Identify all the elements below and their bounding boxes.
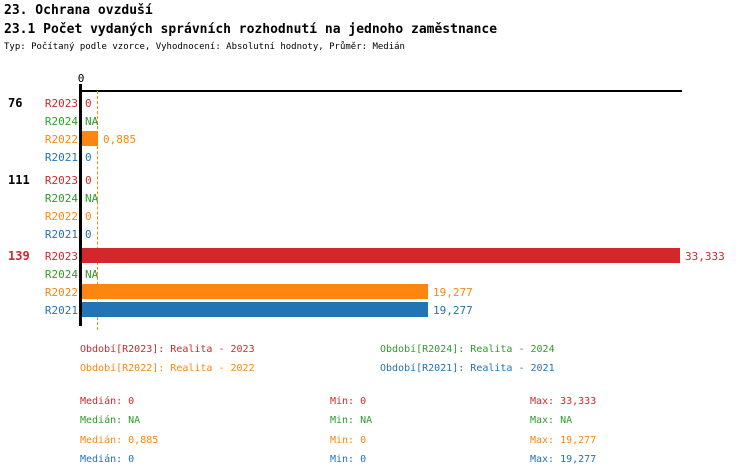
value-label: NA — [85, 192, 99, 205]
series-label: R2024 — [44, 115, 78, 128]
median-line — [97, 91, 98, 330]
x-axis-tick-label: 0 — [77, 72, 85, 85]
value-label: 0 — [85, 228, 92, 241]
stat-median: Medián: 0,885 — [80, 435, 159, 446]
stat-median: Medián: 0 — [80, 454, 135, 465]
legend-item: Období[R2024]: Realita - 2024 — [380, 344, 555, 355]
stat-max: Max: 33,333 — [530, 396, 597, 407]
stat-max: Max: 19,277 — [530, 454, 597, 465]
value-label: 19,277 — [433, 286, 473, 299]
stat-min: Min: 0 — [330, 396, 367, 407]
indicator-title: 23.1 Počet vydaných správních rozhodnutí… — [4, 22, 498, 37]
stat-median: Medián: NA — [80, 415, 141, 426]
value-label: NA — [85, 115, 99, 128]
group-label: 76 — [8, 96, 23, 110]
series-label: R2024 — [44, 192, 78, 205]
group-label: 111 — [8, 173, 30, 187]
y-axis-line — [79, 84, 82, 326]
value-label: 33,333 — [685, 250, 725, 263]
legend-item: Období[R2023]: Realita - 2023 — [80, 344, 255, 355]
indicator-meta: Typ: Počítaný podle vzorce, Vyhodnocení:… — [4, 42, 405, 52]
stat-max: Max: NA — [530, 415, 573, 426]
bar — [82, 131, 98, 146]
stat-min: Min: 0 — [330, 454, 367, 465]
value-label: 0 — [85, 210, 92, 223]
value-label: 0 — [85, 97, 92, 110]
series-label: R2021 — [44, 304, 78, 317]
stat-min: Min: NA — [330, 415, 373, 426]
series-label: R2023 — [44, 174, 78, 187]
value-label: NA — [85, 268, 99, 281]
value-label: 19,277 — [433, 304, 473, 317]
series-label: R2023 — [44, 97, 78, 110]
value-label: 0 — [85, 174, 92, 187]
bar — [82, 302, 428, 317]
stat-median: Medián: 0 — [80, 396, 135, 407]
series-label: R2021 — [44, 151, 78, 164]
stat-min: Min: 0 — [330, 435, 367, 446]
report-section-title: 23. Ochrana ovzduší — [4, 3, 153, 18]
stat-max: Max: 19,277 — [530, 435, 597, 446]
bar — [82, 284, 428, 299]
series-label: R2022 — [44, 210, 78, 223]
series-label: R2021 — [44, 228, 78, 241]
value-label: 0 — [85, 151, 92, 164]
bar — [82, 248, 680, 263]
x-axis-line — [81, 90, 682, 92]
series-label: R2022 — [44, 286, 78, 299]
legend-item: Období[R2021]: Realita - 2021 — [380, 363, 555, 374]
group-label: 139 — [8, 249, 30, 263]
series-label: R2022 — [44, 133, 78, 146]
series-label: R2024 — [44, 268, 78, 281]
legend-item: Období[R2022]: Realita - 2022 — [80, 363, 255, 374]
series-label: R2023 — [44, 250, 78, 263]
value-label: 0,885 — [103, 133, 137, 146]
